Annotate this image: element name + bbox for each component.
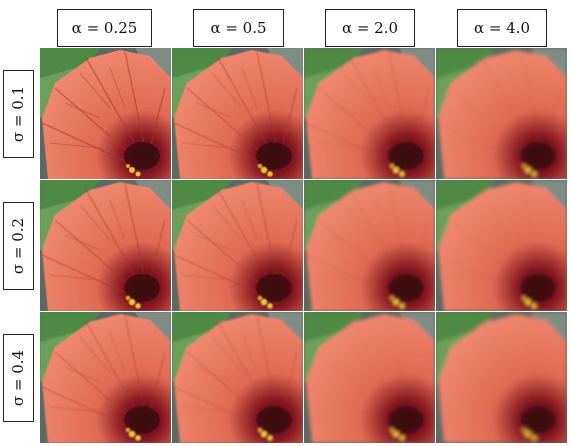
hibiscus-image-r3-c4 bbox=[436, 312, 567, 443]
column-header-alpha-2.0: α = 2.0 bbox=[325, 9, 415, 47]
hibiscus-image-r2-c2 bbox=[172, 180, 303, 311]
hibiscus-image-r2-c1 bbox=[40, 180, 171, 311]
hibiscus-image-r2-c4 bbox=[436, 180, 567, 311]
column-header-alpha-0.25: α = 0.25 bbox=[57, 9, 152, 47]
row-header-sigma-0.1: σ = 0.1 bbox=[3, 70, 34, 158]
row-header-sigma-0.2: σ = 0.2 bbox=[3, 202, 34, 290]
hibiscus-image-r1-c2 bbox=[172, 48, 303, 179]
column-header-alpha-0.5: α = 0.5 bbox=[193, 9, 284, 47]
hibiscus-image-r3-c3 bbox=[304, 312, 435, 443]
row-header-sigma-0.4: σ = 0.4 bbox=[3, 334, 34, 422]
hibiscus-image-r1-c3 bbox=[304, 48, 435, 179]
column-header-alpha-4.0: α = 4.0 bbox=[457, 9, 547, 47]
hibiscus-image-r2-c3 bbox=[304, 180, 435, 311]
hibiscus-image-r1-c4 bbox=[436, 48, 567, 179]
hibiscus-image-r3-c2 bbox=[172, 312, 303, 443]
hibiscus-image-r1-c1 bbox=[40, 48, 171, 179]
hibiscus-image-r3-c1 bbox=[40, 312, 171, 443]
